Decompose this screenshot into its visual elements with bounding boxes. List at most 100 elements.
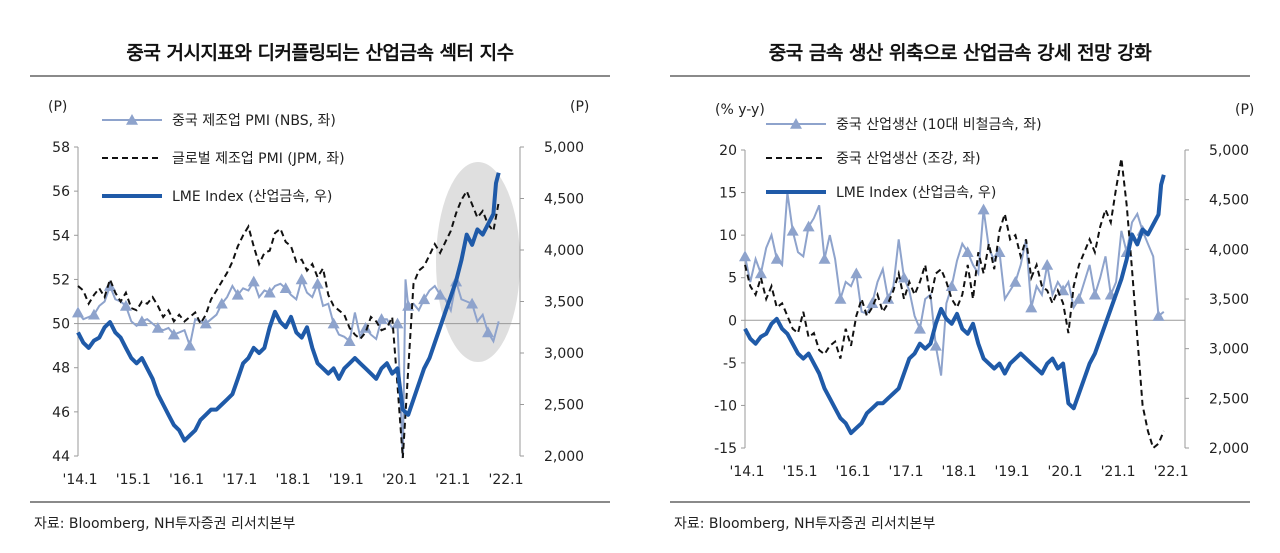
y-tick-label-right: 4,500 [544, 192, 584, 208]
y-tick-label-left: -15 [714, 441, 737, 457]
y-tick-label-right: 4,000 [544, 243, 584, 259]
series-line-dashed [744, 158, 1165, 450]
y-tick-label-left: -5 [723, 356, 737, 372]
series-point-triangle [151, 321, 164, 333]
chart-right: 20 15 10 5 0 -5 -10 -15 5,000 4,500 4,000 3,500 3,00… [714, 102, 1254, 480]
series-point-triangle [103, 280, 116, 291]
y-tick-label-right: 3,000 [544, 346, 584, 362]
y-tick-label-left: 10 [719, 228, 737, 244]
series-point-triangle [295, 273, 308, 285]
x-tick-label: '15.1 [782, 464, 817, 480]
series-point-triangle [1057, 284, 1070, 296]
source-divider [670, 501, 1250, 503]
series-point-triangle [231, 288, 244, 300]
x-tick-label: '17.1 [222, 472, 257, 488]
series-point-triangle [913, 322, 926, 334]
y-tick-label-right: 2,500 [1209, 391, 1249, 407]
x-tick-label: '17.1 [889, 464, 924, 480]
series-point-triangle [754, 267, 767, 279]
x-tick-label: '22.1 [1154, 464, 1189, 480]
series-line-lme [76, 172, 501, 443]
series-point-triangle [1041, 258, 1054, 270]
highlight-ellipse [436, 162, 520, 362]
series-point-triangle [882, 293, 895, 304]
series-point-triangle [183, 339, 196, 351]
series-line-dashed [77, 188, 500, 459]
y-tick-label-left: 58 [52, 140, 70, 156]
series-point-triangle [343, 335, 356, 347]
series-point-triangle [929, 339, 942, 351]
series-point-triangle [279, 282, 292, 294]
series-point-triangle [834, 293, 847, 304]
series-point-triangle [1025, 301, 1038, 313]
series-point-triangle [977, 203, 990, 215]
x-tick-label: '20.1 [382, 472, 417, 488]
legend-label: LME Index (산업금속, 우) [836, 185, 996, 201]
series-point-triangle [898, 271, 911, 283]
series-point-triangle [418, 293, 431, 305]
y-tick-label-left: 44 [52, 449, 70, 465]
y-tick-label-right: 3,000 [1209, 342, 1249, 358]
series-point-triangle [87, 308, 100, 320]
x-tick-label: '22.1 [489, 472, 524, 488]
legend-label: 중국 산업생산 (조강, 좌) [836, 151, 981, 167]
series-point-triangle [1152, 310, 1165, 321]
y-tick-label-right: 2,500 [544, 398, 584, 414]
series-line-triangle [77, 276, 500, 459]
series-point-triangle [263, 286, 276, 298]
title-divider [30, 75, 610, 77]
x-tick-label: '21.1 [435, 472, 470, 488]
x-tick-label: '15.1 [116, 472, 151, 488]
series-point-triangle [786, 224, 799, 236]
y-tick-label-right: 5,000 [1209, 143, 1249, 159]
y-tick-label-left: 54 [52, 228, 70, 244]
chart-panel-right: 중국 금속 생산 위축으로 산업금속 강세 전망 강화 20 15 10 5 0 -5 -1… [640, 0, 1280, 553]
x-tick-label: '14.1 [62, 472, 97, 488]
legend-label: 글로벌 제조업 PMI (JPM, 좌) [172, 151, 345, 167]
series-point-triangle [739, 250, 751, 262]
series-point-triangle [993, 246, 1006, 257]
series-point-triangle [961, 246, 974, 257]
series-point-triangle [167, 328, 180, 340]
series-point-triangle [866, 297, 879, 309]
series-point-triangle [1072, 293, 1085, 304]
series-point-triangle [375, 313, 388, 324]
series-point-triangle [1009, 275, 1022, 287]
series-point-triangle [466, 297, 479, 309]
x-tick-label: '18.1 [275, 472, 310, 488]
title-divider [670, 75, 1250, 77]
series-line-triangle [744, 192, 1165, 376]
series-point-triangle [199, 317, 212, 329]
series-point-triangle [215, 297, 228, 309]
y-tick-label-left: -10 [714, 398, 737, 414]
series-line-lme [743, 174, 1166, 436]
legend-label: 중국 제조업 PMI (NBS, 좌) [172, 113, 336, 129]
series-point-triangle [945, 280, 958, 292]
x-tick-label: '20.1 [1048, 464, 1083, 480]
y-tick-label-right: 4,000 [1209, 242, 1249, 258]
x-tick-label: '14.1 [729, 464, 764, 480]
legend-label: 중국 산업생산 (10대 비철금속, 좌) [836, 117, 1042, 133]
x-tick-label: '16.1 [169, 472, 204, 488]
series-point-triangle [434, 288, 447, 300]
chart-title-right: 중국 금속 생산 위축으로 산업금속 강세 전망 강화 [768, 42, 1152, 64]
y-tick-label-left: 0 [728, 313, 737, 329]
series-point-triangle [818, 252, 831, 264]
x-tick-label: '18.1 [942, 464, 977, 480]
x-tick-label: '19.1 [995, 464, 1030, 480]
x-tick-label: '19.1 [329, 472, 364, 488]
y-unit-left: (P) [48, 99, 67, 115]
series-point-triangle [327, 317, 340, 329]
y-tick-label-right: 5,000 [544, 140, 584, 156]
y-tick-label-right: 2,000 [1209, 441, 1249, 457]
y-tick-label-right: 3,500 [544, 295, 584, 311]
y-tick-label-left: 48 [52, 361, 70, 377]
series-point-triangle [482, 326, 495, 338]
source-divider [30, 501, 610, 503]
series-point-triangle [311, 277, 324, 289]
legend-marker-triangle [790, 118, 802, 129]
series-point-triangle [72, 306, 84, 318]
y-tick-label-left: 5 [728, 271, 737, 287]
y-tick-label-left: 20 [719, 143, 737, 159]
series-point-triangle [850, 267, 863, 279]
